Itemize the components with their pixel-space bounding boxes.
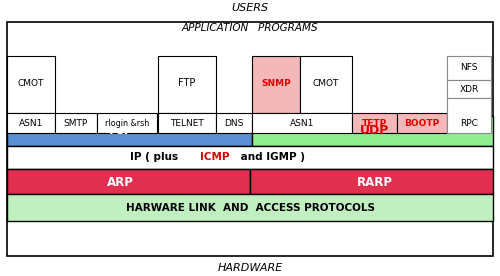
Text: TFTP: TFTP	[362, 118, 386, 128]
Text: XDR: XDR	[460, 84, 478, 94]
Bar	[252, 56, 300, 113]
Text: ICMP: ICMP	[200, 153, 230, 163]
Text: IP ( plus: IP ( plus	[130, 153, 182, 163]
Text: NFS: NFS	[460, 63, 478, 73]
Text: TELNET: TELNET	[170, 118, 204, 128]
Bar	[55, 113, 97, 133]
Text: CMOT: CMOT	[313, 78, 339, 87]
Bar	[7, 113, 55, 133]
Bar	[7, 56, 55, 113]
Text: RPC: RPC	[460, 118, 478, 128]
Bar	[7, 22, 493, 256]
Text: HARWARE LINK  AND  ACCESS PROTOCOLS: HARWARE LINK AND ACCESS PROTOCOLS	[126, 203, 374, 213]
Text: FTP: FTP	[178, 78, 196, 88]
Bar	[7, 146, 493, 169]
Text: rlogin &rsh: rlogin &rsh	[105, 118, 149, 128]
Bar	[447, 80, 491, 98]
Bar	[447, 56, 491, 80]
Bar	[352, 113, 397, 133]
Bar	[250, 169, 493, 194]
Text: BOOTP: BOOTP	[404, 118, 440, 128]
Bar	[97, 113, 157, 133]
Text: DNS: DNS	[224, 118, 244, 128]
Text: USERS: USERS	[232, 3, 268, 13]
Text: ARP: ARP	[106, 176, 134, 189]
Bar	[447, 98, 491, 133]
Text: ASN1: ASN1	[19, 118, 43, 128]
Bar	[252, 116, 493, 146]
Text: CMOT: CMOT	[18, 79, 44, 89]
Bar	[7, 169, 250, 194]
Text: UDP: UDP	[360, 124, 390, 137]
Bar	[252, 113, 352, 133]
Text: SNMP: SNMP	[261, 78, 291, 87]
Bar	[7, 194, 493, 221]
Bar	[158, 113, 216, 133]
Text: APPLICATION   PROGRAMS: APPLICATION PROGRAMS	[182, 23, 318, 33]
Bar	[397, 113, 447, 133]
Text: ASN1: ASN1	[290, 118, 314, 128]
Bar	[300, 56, 352, 113]
Text: SMTP: SMTP	[64, 118, 88, 128]
Bar	[158, 56, 216, 113]
Bar	[7, 116, 252, 146]
Text: RARP: RARP	[357, 176, 393, 189]
Text: HARDWARE: HARDWARE	[218, 263, 282, 273]
Bar	[216, 113, 252, 133]
Text: and IGMP ): and IGMP )	[237, 153, 305, 163]
Text: TCP: TCP	[106, 124, 134, 137]
